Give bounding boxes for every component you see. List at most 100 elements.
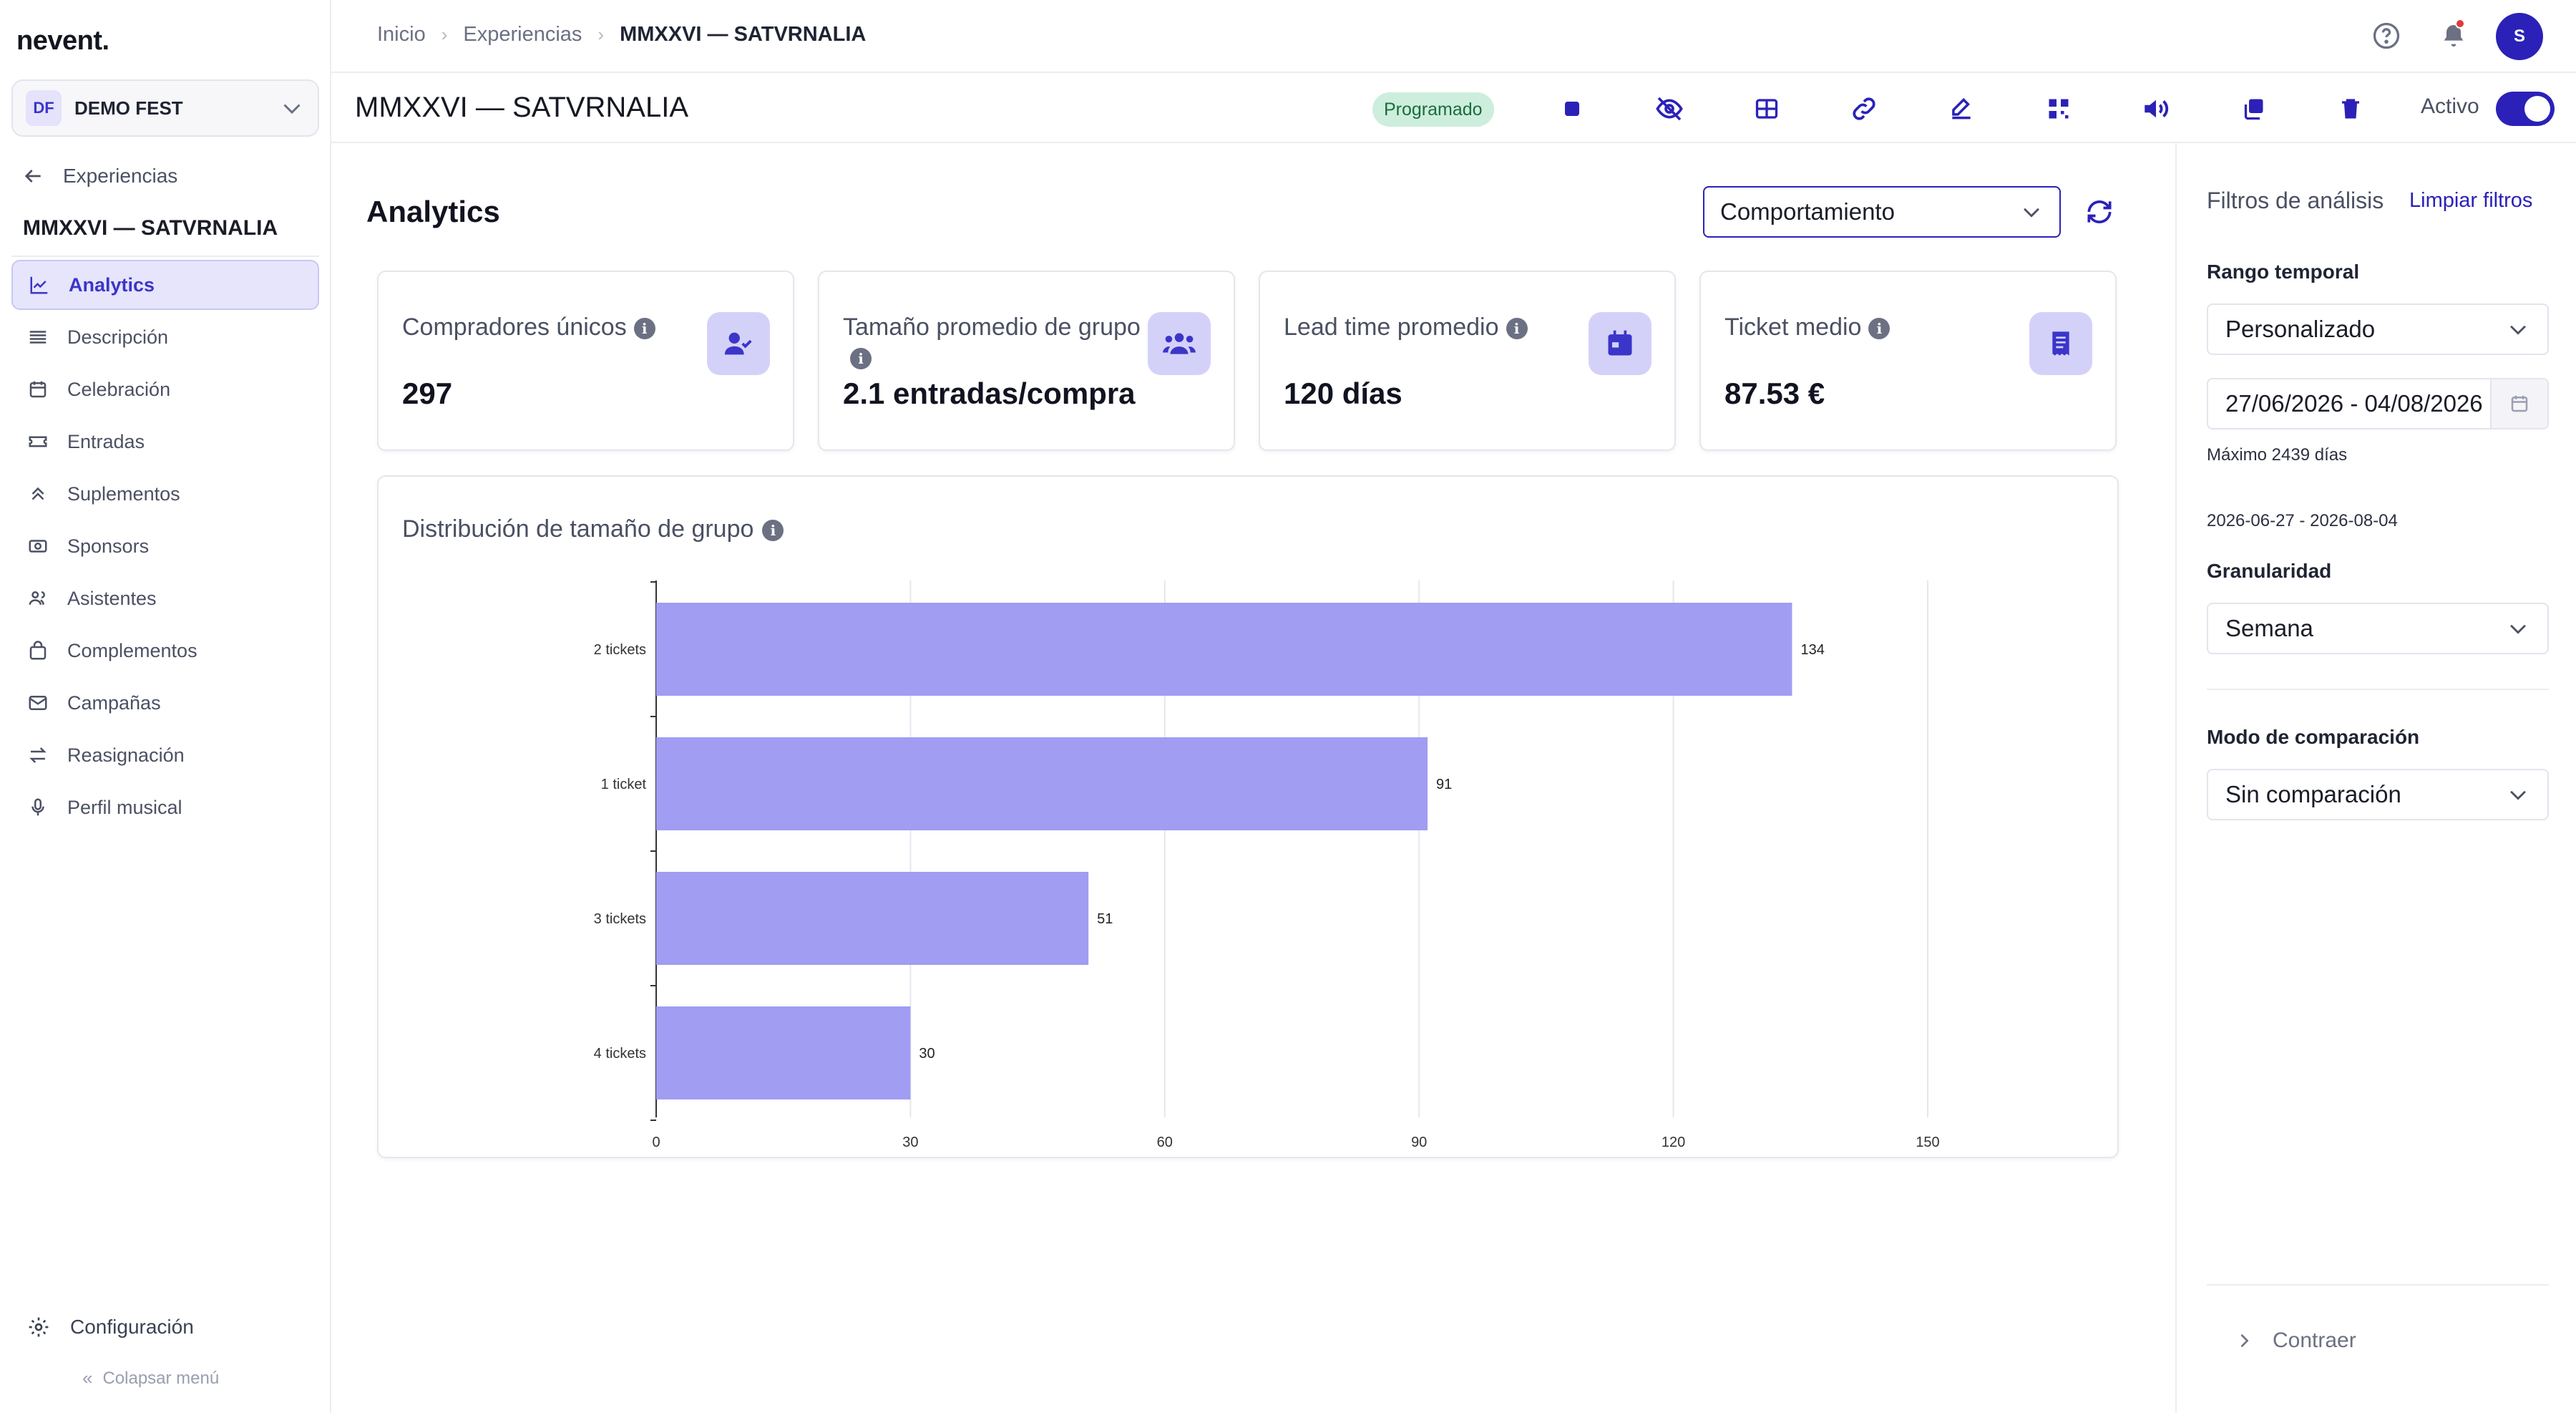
sidebar-item-descripcion[interactable]: Descripción	[11, 312, 319, 362]
calendar-icon[interactable]	[2490, 379, 2547, 428]
info-icon[interactable]: i	[762, 520, 784, 542]
bar	[656, 1006, 911, 1099]
range-label: Rango temporal	[2207, 261, 2360, 283]
x-tick-label: 120	[1662, 1135, 1685, 1150]
sidebar-item-configuracion[interactable]: Configuración	[27, 1316, 194, 1339]
sidebar-nav: Analytics Descripción Celebración Entrad…	[11, 260, 319, 835]
speaker-icon[interactable]	[2140, 93, 2172, 125]
y-tick-label: 4 tickets	[594, 1046, 646, 1062]
sidebar-item-celebracion[interactable]: Celebración	[11, 364, 319, 414]
notification-dot	[2455, 19, 2465, 29]
user-check-icon	[707, 312, 770, 375]
kpi-label: Lead time promedio i	[1284, 312, 1528, 342]
app-logo[interactable]: nevent.	[16, 26, 109, 56]
back-link-label: Experiencias	[63, 165, 178, 187]
arrow-left-icon	[24, 170, 41, 183]
clear-filters-link[interactable]: Limpiar filtros	[2409, 189, 2533, 212]
sidebar-item-label: Asistentes	[67, 587, 157, 609]
trash-icon[interactable]	[2335, 93, 2366, 125]
double-chevron-up-icon	[27, 483, 49, 505]
sidebar-item-entradas[interactable]: Entradas	[11, 417, 319, 467]
avatar[interactable]: S	[2496, 13, 2543, 60]
sidebar-item-asistentes[interactable]: Asistentes	[11, 573, 319, 623]
grid-icon[interactable]	[1751, 93, 1782, 125]
granularity-select[interactable]: Semana	[2207, 603, 2549, 654]
stop-icon[interactable]	[1556, 93, 1588, 125]
sidebar-event-title: MMXXVI — SATVRNALIA	[23, 216, 278, 240]
collapse-filters-button[interactable]: Contraer	[2234, 1329, 2356, 1353]
y-tick-label: 1 ticket	[601, 777, 647, 792]
collapse-menu-label: Colapsar menú	[102, 1368, 220, 1388]
date-range-field[interactable]: 27/06/2026 - 04/08/2026	[2207, 378, 2549, 429]
sidebar-item-label: Suplementos	[67, 482, 180, 505]
sidebar-item-label: Complementos	[67, 639, 197, 661]
compare-select-value: Sin comparación	[2225, 781, 2401, 807]
back-to-experiences-link[interactable]: Experiencias	[21, 165, 177, 188]
info-icon[interactable]: i	[1868, 318, 1890, 340]
copy-icon[interactable]	[2238, 93, 2269, 125]
max-days-note: Máximo 2439 días	[2207, 445, 2348, 465]
link-icon[interactable]	[1848, 93, 1880, 125]
sidebar-item-perfil-musical[interactable]: Perfil musical	[11, 782, 319, 832]
breadcrumb-item-experiencias[interactable]: Experiencias	[463, 23, 582, 46]
active-label: Activo	[2421, 94, 2479, 118]
collapse-filters-label: Contraer	[2273, 1329, 2356, 1352]
kpi-card-tamano: Tamaño promedio de grupoi 2.1 entradas/c…	[818, 271, 1235, 451]
sidebar-item-suplementos[interactable]: Suplementos	[11, 469, 319, 519]
breadcrumb: Inicio › Experiencias › MMXXVI — SATVRNA…	[377, 23, 866, 47]
sidebar-item-reasignacion[interactable]: Reasignación	[11, 730, 319, 780]
kpi-label: Compradores únicos i	[402, 312, 655, 342]
money-icon	[27, 535, 49, 557]
group-icon	[1148, 312, 1211, 375]
status-badge: Programado	[1372, 92, 1494, 127]
y-tick-label: 3 tickets	[594, 911, 646, 927]
info-icon[interactable]: i	[1506, 318, 1528, 340]
qr-icon[interactable]	[2043, 93, 2074, 125]
filters-title: Filtros de análisis	[2207, 188, 2384, 213]
receipt-icon	[2029, 312, 2092, 375]
info-icon[interactable]: i	[633, 318, 655, 340]
edit-icon[interactable]	[1946, 93, 1977, 125]
data-label: 51	[1097, 911, 1113, 927]
sidebar-item-complementos[interactable]: Complementos	[11, 626, 319, 676]
chart-card: Distribución de tamaño de grupo i 0 30 60 90…	[377, 475, 2119, 1158]
compare-select[interactable]: Sin comparación	[2207, 769, 2549, 820]
sidebar-item-label: Analytics	[69, 273, 155, 296]
kpi-value: 120 días	[1284, 377, 1402, 410]
collapse-menu-button[interactable]: « Colapsar menú	[82, 1367, 219, 1389]
data-label: 134	[1800, 642, 1824, 658]
help-icon[interactable]	[2371, 20, 2402, 55]
divider	[2207, 1284, 2549, 1286]
date-range-value[interactable]: 27/06/2026 - 04/08/2026	[2225, 390, 2483, 417]
sidebar-item-analytics[interactable]: Analytics	[11, 260, 319, 310]
sidebar-item-label: Descripción	[67, 326, 169, 348]
view-select[interactable]: Comportamiento	[1703, 186, 2061, 238]
mail-icon	[27, 692, 49, 714]
page-title: MMXXVI — SATVRNALIA	[355, 92, 689, 123]
org-selector[interactable]: DF DEMO FEST	[11, 79, 319, 137]
bar	[656, 737, 1428, 830]
granularity-select-value: Semana	[2225, 615, 2313, 641]
eye-off-icon[interactable]	[1654, 93, 1685, 125]
info-icon[interactable]: i	[850, 348, 872, 370]
sidebar-item-label: Reasignación	[67, 744, 185, 766]
range-select[interactable]: Personalizado	[2207, 304, 2549, 355]
chevron-down-icon	[2510, 790, 2526, 800]
bell-icon[interactable]	[2439, 19, 2468, 55]
kpi-card-ticket-medio: Ticket medio i 87.53 €	[1699, 271, 2117, 451]
chart-title: Distribución de tamaño de grupo i	[402, 515, 784, 543]
sidebar-item-label: Perfil musical	[67, 796, 182, 818]
bar-chart: 0 30 60 90 120 150 2 tickets 134 1 ticket 91 3 tic…	[594, 581, 1940, 1150]
x-tick-label: 90	[1411, 1135, 1427, 1150]
chevron-down-icon	[2510, 624, 2526, 634]
lines-icon	[27, 326, 49, 348]
kpi-value: 297	[402, 377, 453, 410]
sidebar-item-label: Entradas	[67, 430, 145, 452]
breadcrumb-item-inicio[interactable]: Inicio	[377, 23, 426, 46]
data-label: 91	[1436, 777, 1452, 792]
sidebar-item-sponsors[interactable]: Sponsors	[11, 521, 319, 571]
sidebar-item-campanas[interactable]: Campañas	[11, 678, 319, 728]
active-toggle[interactable]	[2496, 92, 2555, 126]
breadcrumb-separator-icon: ›	[441, 24, 448, 45]
refresh-icon[interactable]	[2084, 196, 2115, 231]
